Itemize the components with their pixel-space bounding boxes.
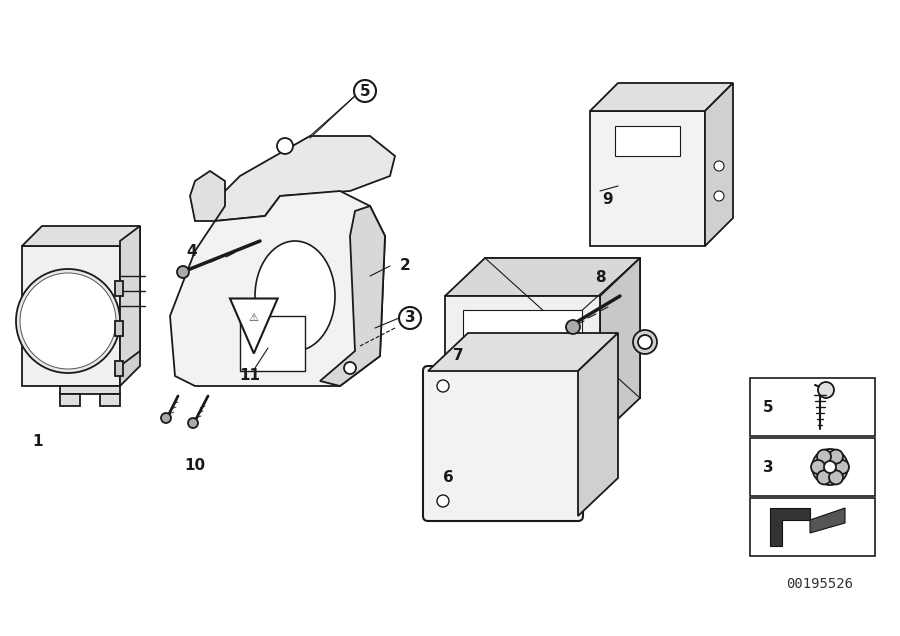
Circle shape (566, 320, 580, 334)
Polygon shape (445, 296, 600, 436)
Circle shape (344, 362, 356, 374)
Circle shape (437, 495, 449, 507)
Text: 3: 3 (405, 310, 415, 326)
Polygon shape (170, 191, 385, 386)
Polygon shape (120, 226, 140, 366)
Polygon shape (60, 386, 120, 394)
Polygon shape (60, 394, 80, 406)
Polygon shape (230, 298, 277, 354)
Text: 3: 3 (762, 459, 773, 474)
Circle shape (811, 460, 825, 474)
Polygon shape (22, 226, 140, 246)
Text: 1: 1 (32, 434, 43, 448)
Text: 11: 11 (239, 368, 260, 384)
Text: 5: 5 (762, 399, 773, 415)
FancyBboxPatch shape (423, 366, 583, 521)
Circle shape (818, 382, 834, 398)
Circle shape (638, 335, 652, 349)
Circle shape (277, 138, 293, 154)
Text: 5: 5 (360, 83, 370, 99)
Circle shape (812, 449, 848, 485)
Circle shape (817, 471, 831, 485)
Polygon shape (590, 111, 705, 246)
Polygon shape (463, 310, 582, 422)
Ellipse shape (255, 241, 335, 351)
Polygon shape (320, 206, 385, 386)
Polygon shape (600, 258, 640, 436)
Circle shape (817, 450, 831, 464)
Polygon shape (428, 333, 618, 371)
Circle shape (399, 307, 421, 329)
Circle shape (714, 161, 724, 171)
Circle shape (835, 460, 849, 474)
Polygon shape (445, 258, 640, 296)
Polygon shape (100, 394, 120, 406)
Text: 7: 7 (453, 349, 464, 364)
Text: 4: 4 (186, 244, 197, 258)
Circle shape (177, 266, 189, 278)
Circle shape (633, 330, 657, 354)
Polygon shape (485, 258, 640, 398)
Text: 9: 9 (603, 191, 613, 207)
Polygon shape (770, 508, 810, 546)
Bar (750, 438, 875, 496)
Text: 6: 6 (443, 471, 454, 485)
Polygon shape (22, 246, 120, 386)
Bar (115, 281, 123, 296)
Circle shape (16, 269, 120, 373)
Polygon shape (705, 83, 733, 246)
Polygon shape (120, 226, 140, 386)
Bar (750, 498, 875, 556)
Text: 8: 8 (595, 270, 606, 286)
Circle shape (829, 471, 843, 485)
Text: 10: 10 (184, 459, 205, 473)
Bar (240, 316, 305, 371)
Circle shape (20, 273, 116, 369)
Circle shape (354, 80, 376, 102)
Polygon shape (190, 171, 225, 221)
Circle shape (824, 461, 836, 473)
Polygon shape (810, 508, 845, 533)
Circle shape (161, 413, 171, 423)
Text: 00195526: 00195526 (787, 577, 853, 591)
Polygon shape (578, 333, 618, 516)
Bar (115, 321, 123, 336)
Text: 2: 2 (400, 258, 410, 273)
Bar (750, 378, 875, 436)
Bar (115, 361, 123, 376)
Circle shape (437, 380, 449, 392)
Polygon shape (210, 136, 395, 221)
Circle shape (714, 191, 724, 201)
Circle shape (829, 450, 843, 464)
Bar (615, 126, 680, 156)
Circle shape (188, 418, 198, 428)
Text: ⚠: ⚠ (248, 313, 259, 323)
Polygon shape (590, 83, 733, 111)
